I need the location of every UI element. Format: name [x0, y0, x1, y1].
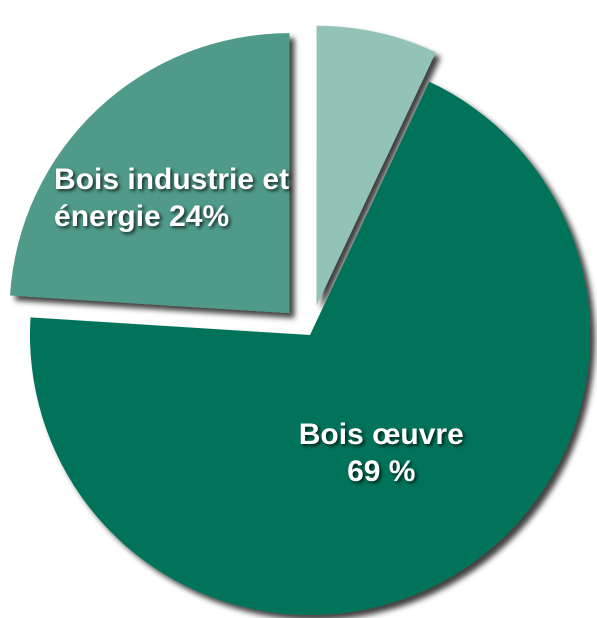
- value-label: 24%: [169, 199, 230, 233]
- pie-slice: [10, 33, 290, 314]
- value-label: 69 %: [347, 454, 416, 488]
- slice-label: Bois industrie et énergie 24%: [54, 161, 314, 235]
- pie-slice: [316, 25, 436, 306]
- label-box: Bois industrie et énergie 24%: [54, 161, 314, 235]
- pie-slice: [30, 81, 591, 615]
- label-box: Bois œuvre 69 %: [261, 416, 501, 490]
- category-label: Bois œuvre: [298, 417, 464, 451]
- category-label: Bois industrie et énergie: [54, 162, 290, 233]
- slice-label: Bois œuvre 69 %: [261, 416, 501, 490]
